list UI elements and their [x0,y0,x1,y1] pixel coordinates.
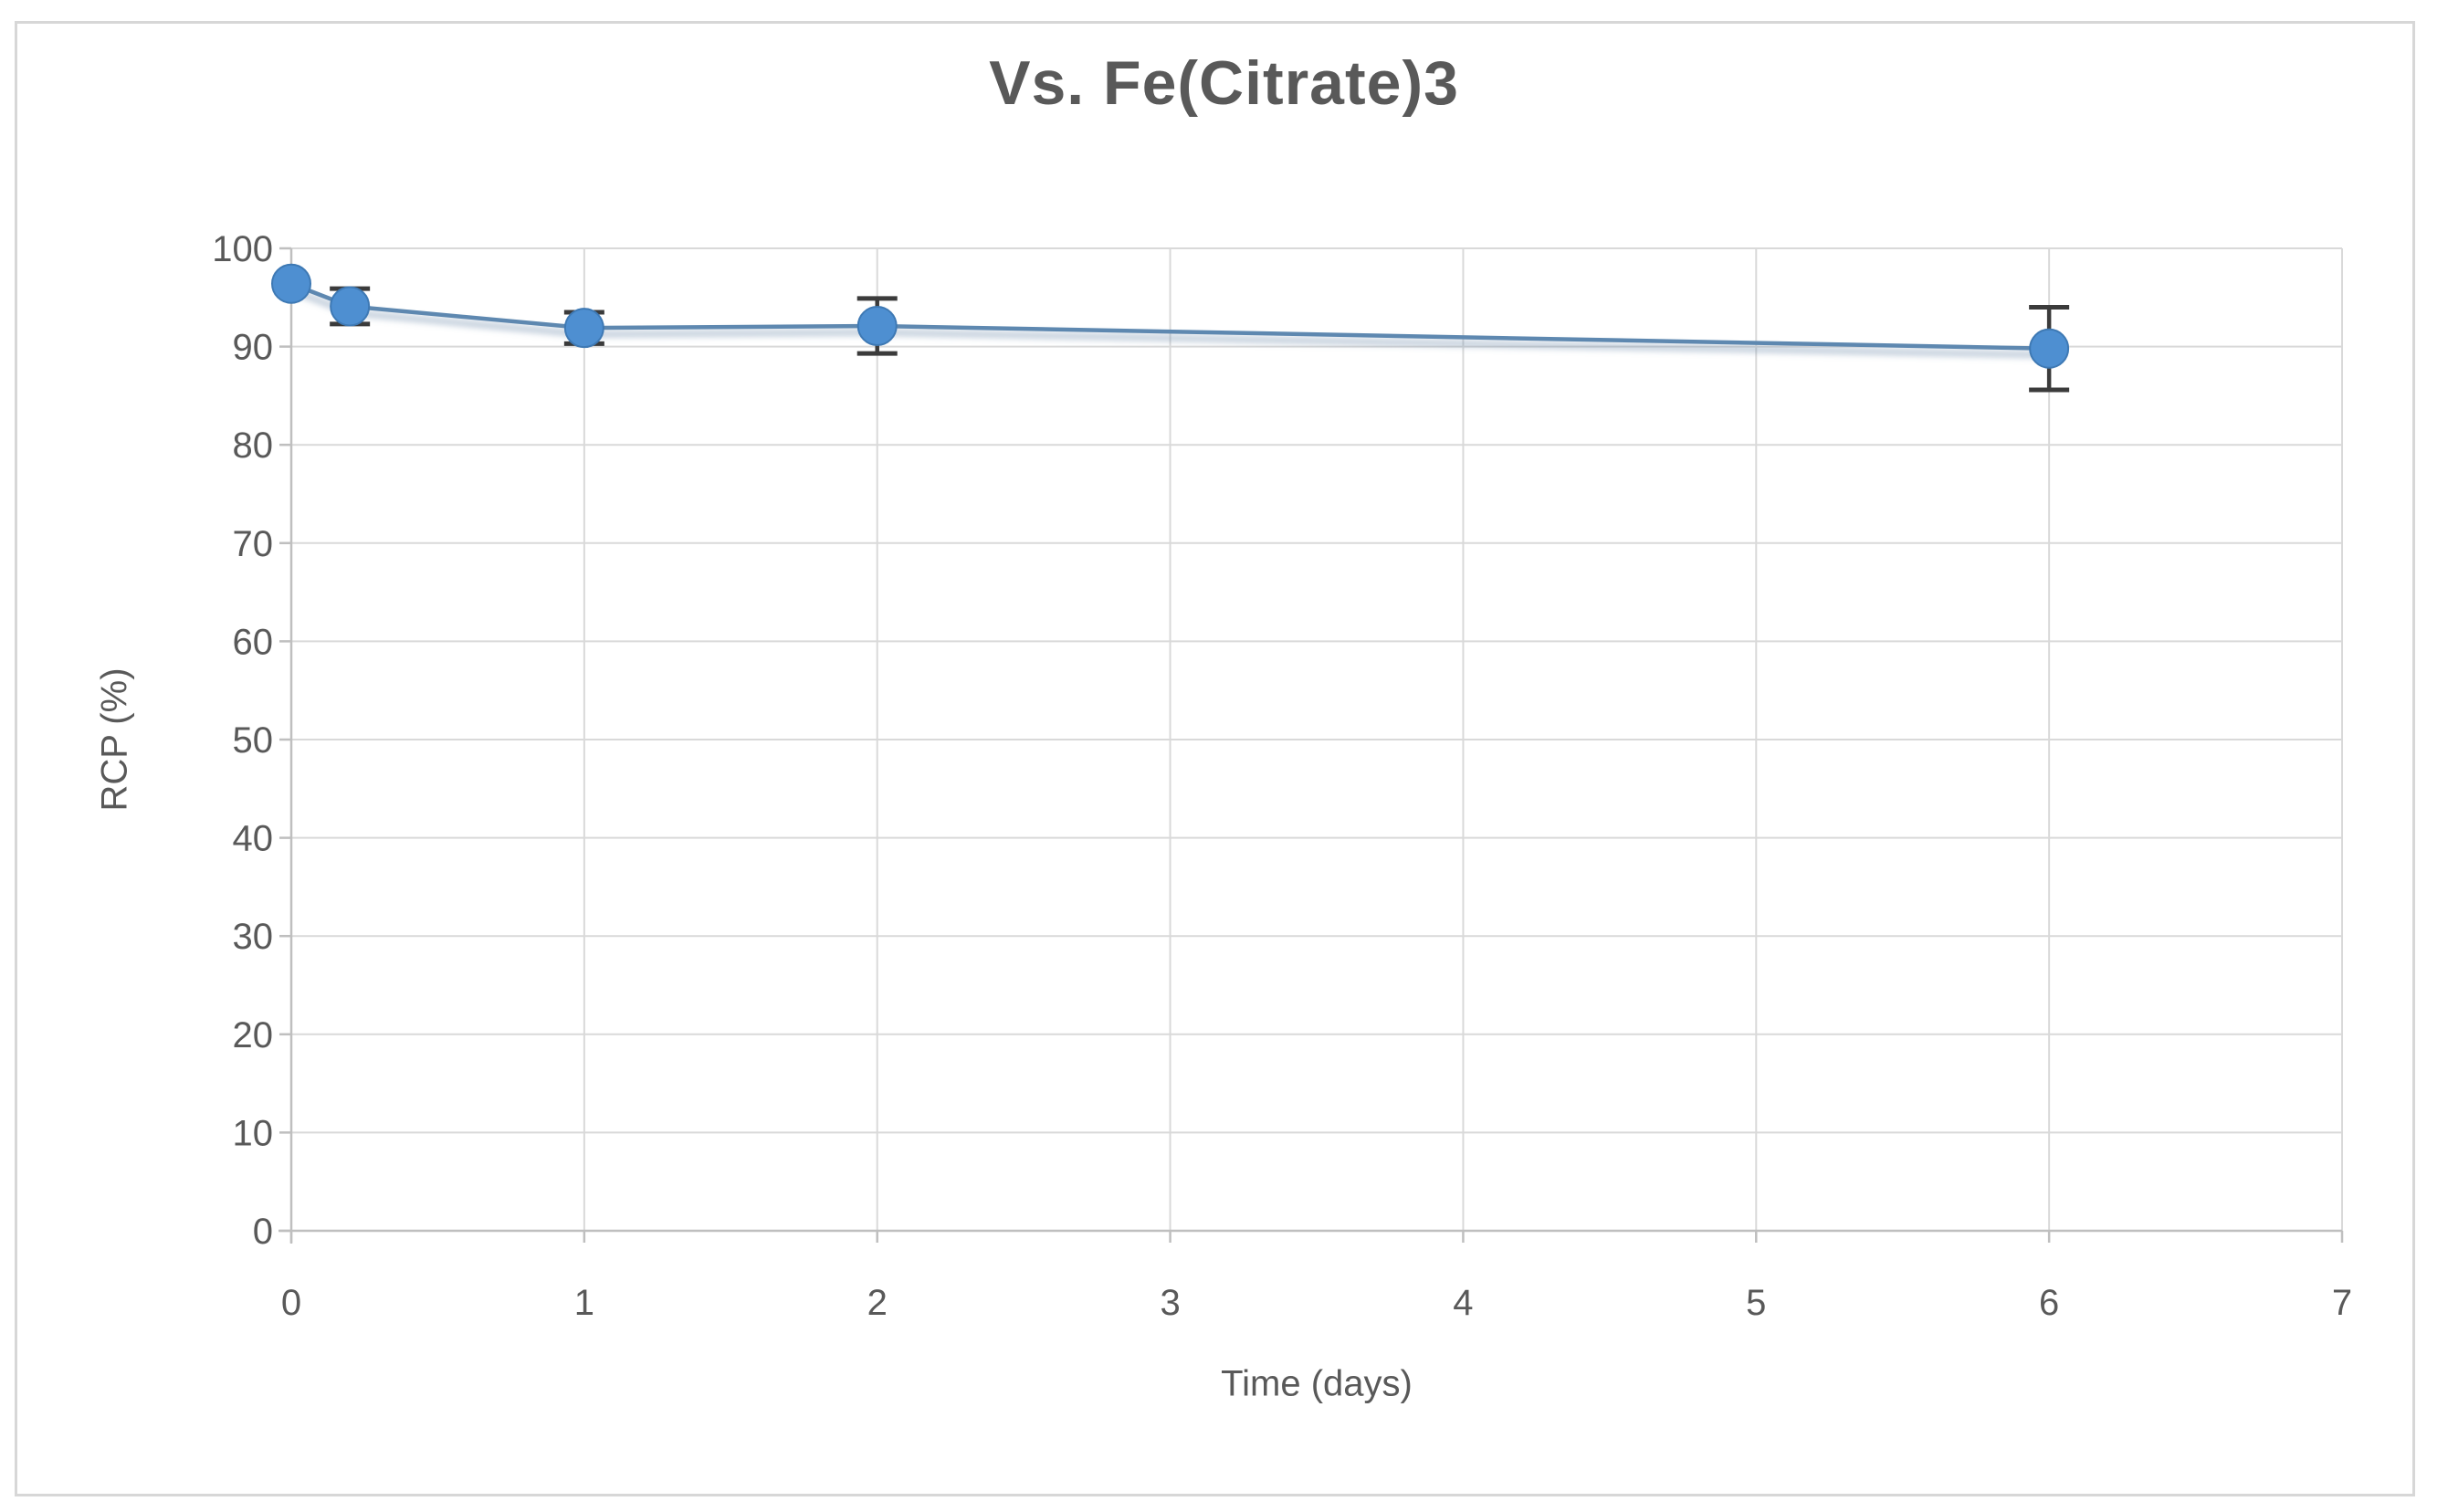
x-tick-label: 7 [2332,1283,2352,1323]
data-point-marker [271,263,311,304]
y-tick-label: 0 [253,1212,273,1252]
y-tick-label: 40 [233,819,274,859]
x-axis-title: Time (days) [1221,1363,1413,1404]
y-tick-label: 10 [233,1113,274,1153]
y-tick-label: 100 [212,229,273,269]
data-point-marker [563,308,604,349]
y-tick-label: 70 [233,524,274,564]
chart-title: Vs. Fe(Citrate)3 [989,48,1459,118]
y-tick-label: 60 [233,622,274,662]
x-tick-label: 5 [1746,1283,1766,1323]
y-tick-label: 90 [233,328,274,368]
x-tick-label: 6 [2039,1283,2059,1323]
y-tick-label: 30 [233,917,274,957]
data-point-marker [330,286,371,327]
x-tick-label: 1 [574,1283,594,1323]
y-tick-label: 20 [233,1015,274,1055]
y-tick-label: 50 [233,720,274,761]
data-point-marker [2029,328,2070,369]
x-tick-label: 0 [281,1283,301,1323]
x-tick-label: 3 [1160,1283,1180,1323]
x-tick-label: 2 [867,1283,888,1323]
y-tick-label: 80 [233,425,274,466]
data-point-marker [856,306,898,347]
chart-frame [15,21,2415,1496]
y-axis-title: RCP (%) [94,667,135,812]
x-tick-label: 4 [1453,1283,1473,1323]
